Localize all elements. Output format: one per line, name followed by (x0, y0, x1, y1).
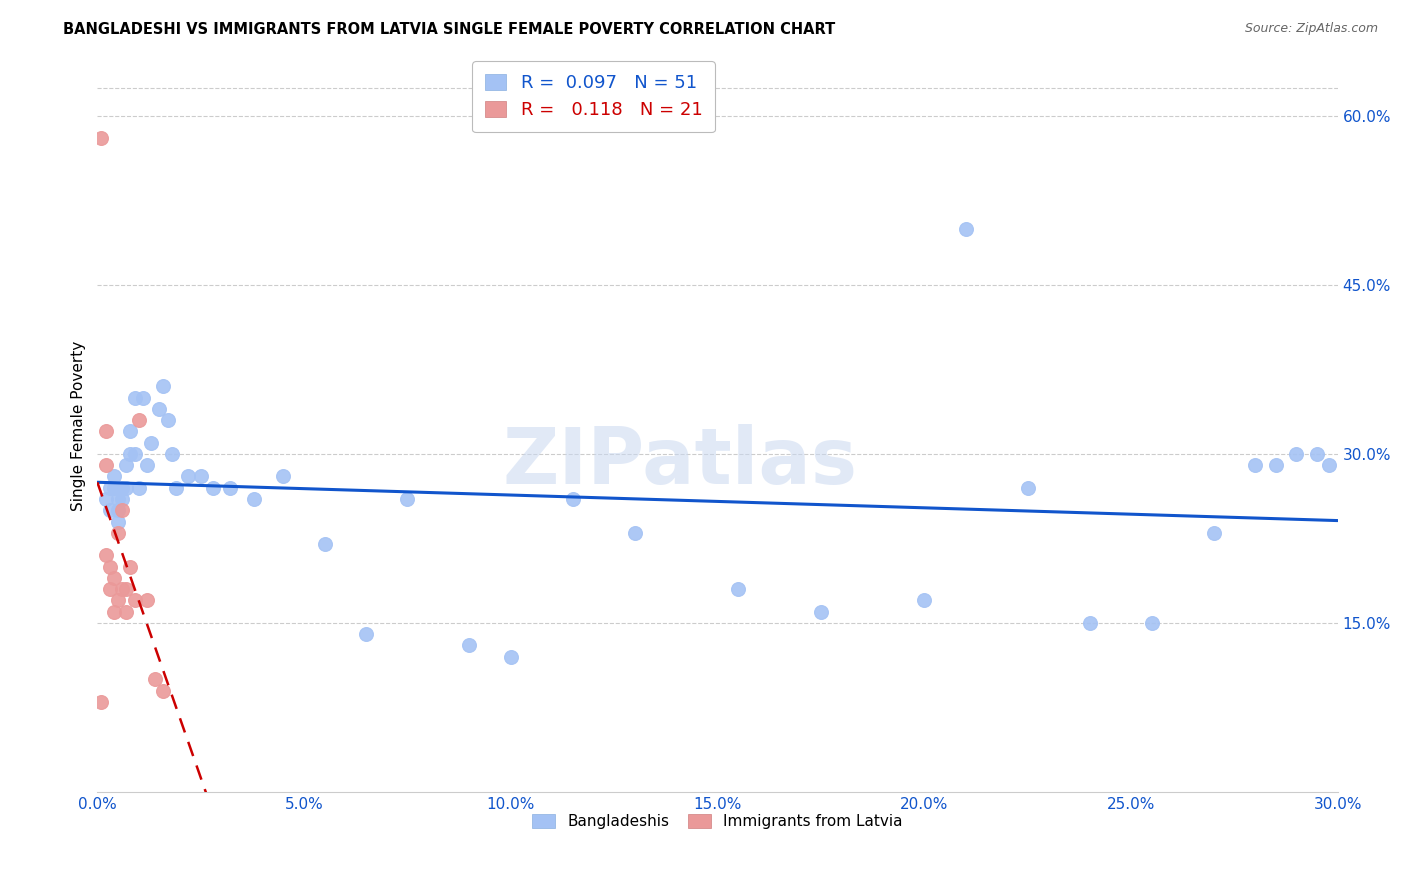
Point (136, 458, 159, 473)
Point (107, 503, 129, 517)
Point (354, 627, 377, 641)
Point (103, 571, 125, 585)
Point (624, 525, 647, 540)
Point (98, 503, 121, 517)
Point (120, 447, 142, 461)
Point (1017, 481, 1039, 495)
Point (1264, 458, 1286, 473)
Point (165, 481, 187, 495)
Point (160, 447, 183, 461)
Point (111, 481, 134, 495)
Point (1202, 525, 1225, 540)
Point (156, 413, 179, 427)
Point (128, 481, 150, 495)
Point (94, 549, 117, 563)
Point (314, 537, 336, 551)
Point (152, 683, 174, 698)
Point (90, 695, 112, 709)
Text: BANGLADESHI VS IMMIGRANTS FROM LATVIA SINGLE FEMALE POVERTY CORRELATION CHART: BANGLADESHI VS IMMIGRANTS FROM LATVIA SI… (63, 22, 835, 37)
Point (98, 559, 121, 574)
Point (107, 525, 129, 540)
Point (115, 458, 138, 473)
Point (132, 391, 155, 405)
Text: ZIPatlas: ZIPatlas (503, 425, 858, 500)
Point (103, 481, 125, 495)
Point (1244, 458, 1267, 473)
Point (458, 639, 481, 653)
Point (139, 435, 162, 450)
Point (177, 469, 200, 483)
Point (143, 673, 166, 687)
Point (107, 515, 129, 529)
Point (98, 582, 121, 596)
Point (1285, 447, 1308, 461)
Point (190, 469, 212, 483)
Point (124, 593, 146, 607)
Point (912, 593, 935, 607)
Point (115, 582, 138, 596)
Legend: Bangladeshis, Immigrants from Latvia: Bangladeshis, Immigrants from Latvia (526, 808, 908, 836)
Point (103, 469, 125, 483)
Point (1317, 458, 1340, 473)
Y-axis label: Single Female Poverty: Single Female Poverty (72, 341, 86, 511)
Point (115, 605, 138, 619)
Point (243, 491, 266, 506)
Point (111, 582, 134, 596)
Point (1078, 615, 1101, 630)
Text: Source: ZipAtlas.com: Source: ZipAtlas.com (1244, 22, 1378, 36)
Point (202, 481, 225, 495)
Point (152, 379, 174, 393)
Point (499, 649, 522, 664)
Point (124, 391, 146, 405)
Point (1140, 615, 1163, 630)
Point (273, 469, 295, 483)
Point (111, 503, 134, 517)
Point (124, 447, 146, 461)
Point (94, 425, 117, 439)
Point (94, 491, 117, 506)
Point (94, 458, 117, 473)
Point (1306, 447, 1329, 461)
Point (136, 593, 159, 607)
Point (111, 491, 134, 506)
Point (98, 481, 121, 495)
Point (107, 593, 129, 607)
Point (396, 491, 419, 506)
Point (148, 401, 170, 416)
Point (120, 559, 142, 574)
Point (810, 605, 832, 619)
Point (561, 491, 583, 506)
Point (90, 131, 112, 145)
Point (103, 605, 125, 619)
Point (120, 425, 142, 439)
Point (955, 221, 977, 235)
Point (218, 481, 240, 495)
Point (115, 481, 138, 495)
Point (727, 582, 749, 596)
Point (128, 413, 150, 427)
Point (107, 491, 129, 506)
